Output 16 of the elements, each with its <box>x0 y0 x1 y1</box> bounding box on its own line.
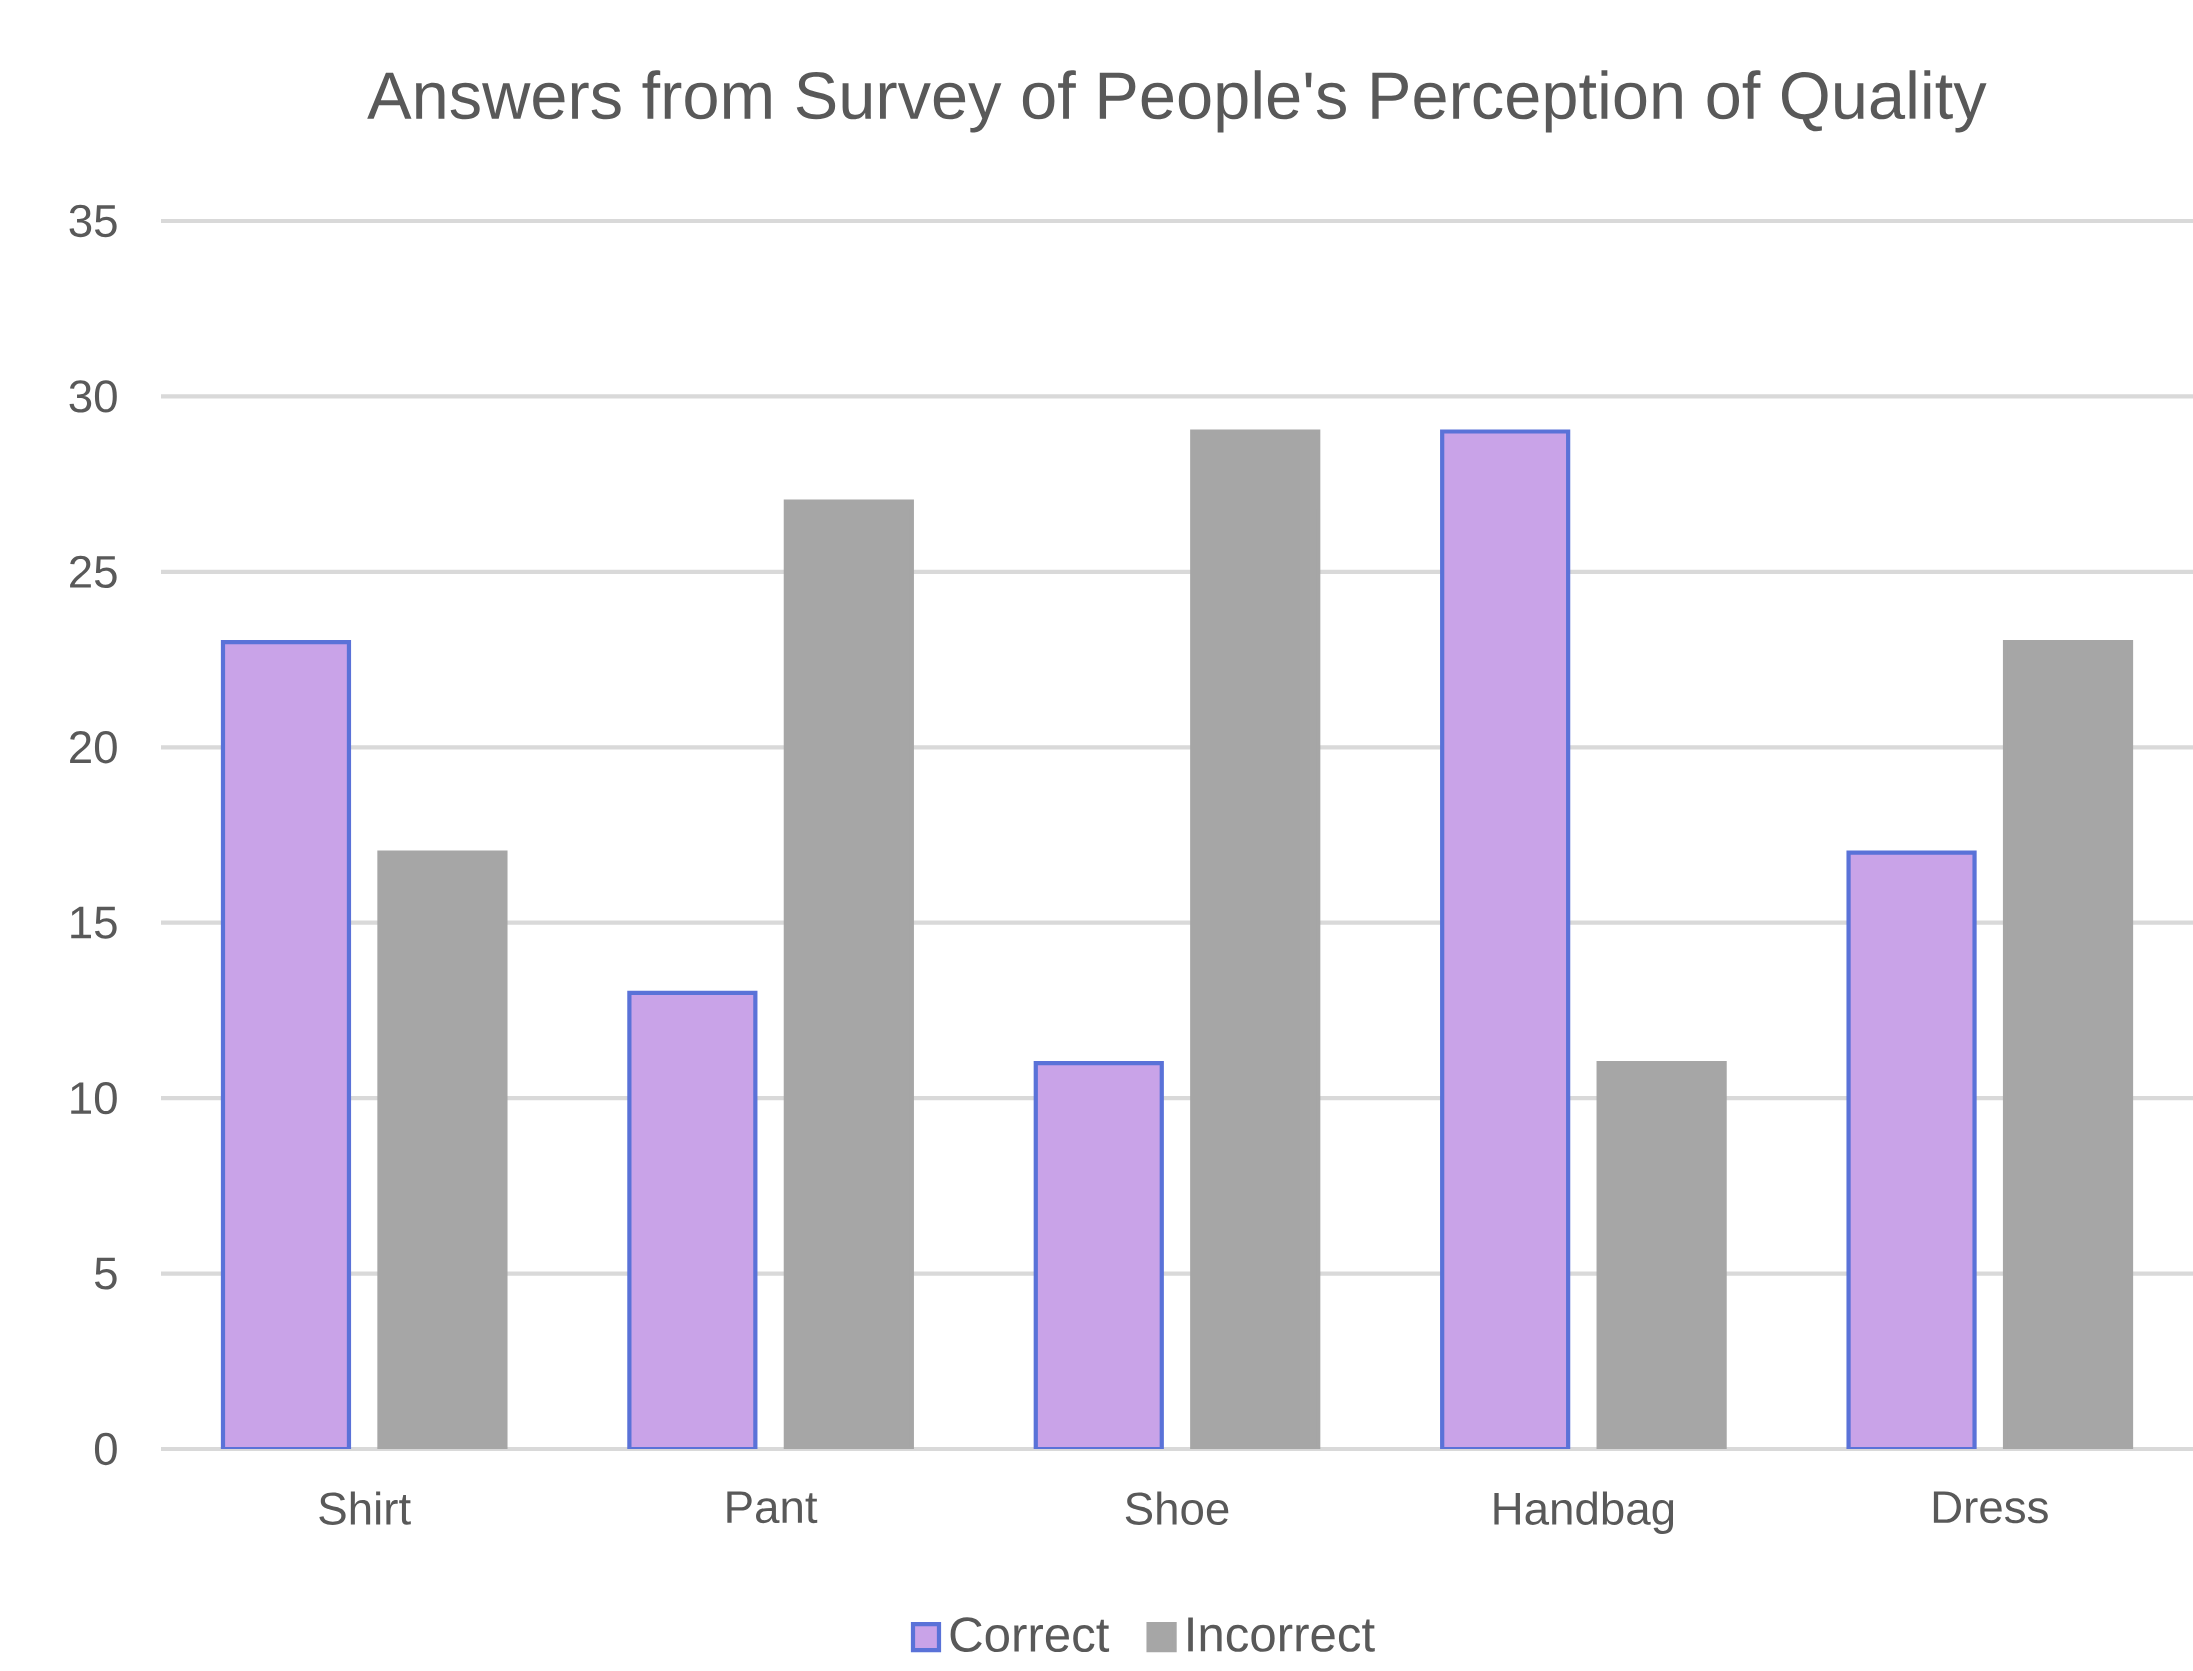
x-tick-label: Dress <box>1933 1491 2048 1524</box>
y-tick-label: 25 <box>70 555 117 589</box>
y-tick-label: 35 <box>69 204 117 238</box>
x-tick-label: Pant <box>727 1491 818 1524</box>
chart-title: Answers from Survey of People's Perception of Quality <box>367 70 1987 133</box>
y-tick-label: 5 <box>95 1257 117 1290</box>
x-tick-label: Shirt <box>319 1491 411 1525</box>
y-tick-label: 30 <box>69 380 117 413</box>
y-tick-label: 10 <box>71 1081 117 1115</box>
legend-label: Incorrect <box>1188 1617 1375 1652</box>
x-tick-label: Handbag <box>1494 1491 1674 1534</box>
x-tick-label: Shoe <box>1125 1491 1229 1525</box>
y-tick-label: 0 <box>94 1432 117 1466</box>
y-tick-label: 20 <box>70 731 117 764</box>
y-tick-label: 15 <box>71 906 117 939</box>
legend-label: Correct <box>950 1617 1110 1653</box>
